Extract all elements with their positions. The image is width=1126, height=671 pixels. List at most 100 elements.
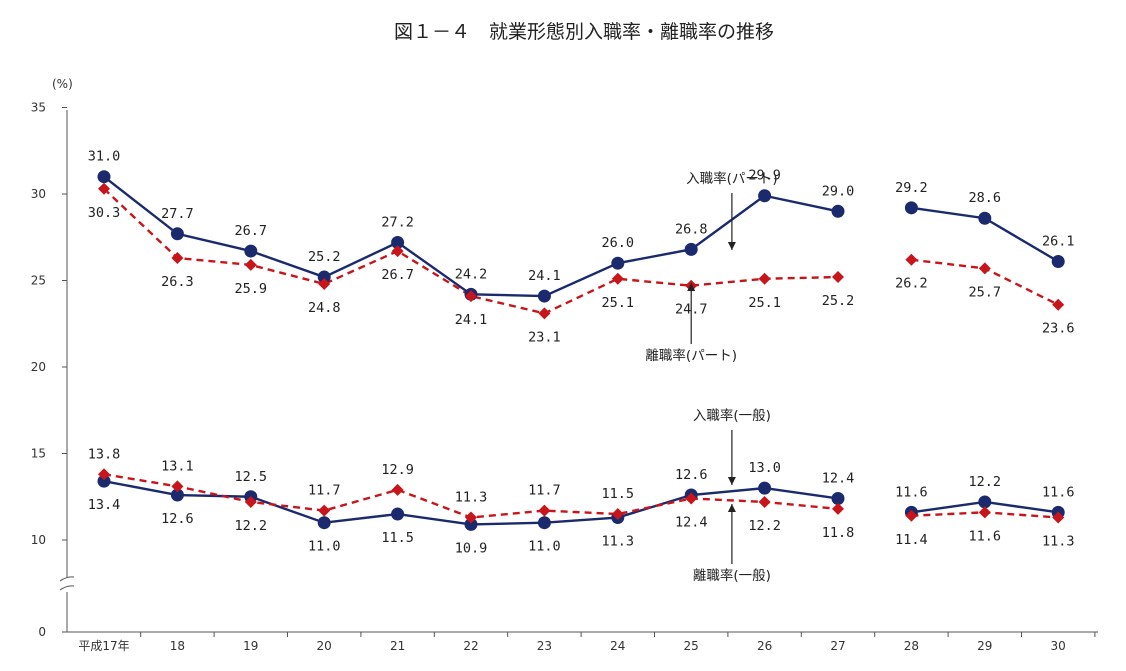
y-tick-label: 25 [31,274,46,288]
data-point [537,289,551,303]
data-label: 11.5 [602,486,635,502]
data-point [978,262,991,275]
data-label: 11.5 [381,530,414,546]
data-label: 23.1 [528,329,561,345]
data-point [905,253,918,266]
data-label: 26.1 [1042,233,1075,249]
data-point [978,506,991,519]
annotation-label: 離職率(一般) [693,567,771,584]
data-point [611,272,624,285]
data-point [465,290,477,303]
x-tick-label: 28 [904,639,919,653]
data-point [831,204,845,218]
axis-break-mark-bottom [59,585,75,591]
annotation-label: 離職率(パート) [645,347,737,364]
data-point [978,211,992,225]
data-label: 12.4 [822,470,855,486]
data-point [831,491,845,505]
data-point [171,252,184,265]
data-label: 11.0 [308,539,341,555]
data-point [318,504,331,517]
annotation-label: 入職率(一般) [693,407,771,424]
data-point [1051,254,1065,268]
data-point [97,474,111,488]
x-tick-label: 22 [463,639,478,653]
x-tick-label: 18 [170,639,185,653]
data-point [464,517,478,531]
data-label: 11.7 [528,483,561,499]
y-tick-label: 0 [38,625,46,639]
x-tick-label: 平成17年 [78,639,129,653]
x-tick-label: 30 [1051,639,1066,653]
data-point [538,504,551,517]
data-point [1052,298,1065,311]
data-label: 29.0 [822,183,855,199]
data-label: 11.7 [308,483,341,499]
data-point [97,170,111,184]
data-label: 12.4 [675,514,708,530]
data-label: 11.4 [895,532,928,548]
data-label: 12.9 [381,462,414,478]
data-point [685,492,698,505]
y-tick-label: 10 [31,533,46,547]
data-point [318,277,331,290]
data-point [684,242,698,256]
data-label: 25.7 [969,284,1002,300]
data-label: 24.1 [455,312,488,328]
axes [59,110,1098,633]
data-label: 13.1 [161,458,194,474]
x-tick-label: 27 [830,639,845,653]
series-line [103,187,839,315]
data-label: 31.0 [88,149,121,165]
data-label: 24.1 [528,268,561,284]
y-tick-label: 15 [31,447,46,461]
annotation-label: 入職率(パート) [686,170,778,187]
x-tick-label: 26 [757,639,772,653]
data-point [171,480,184,493]
data-label: 28.6 [969,190,1002,206]
data-label: 11.0 [528,539,561,555]
x-tick-label: 19 [243,639,258,653]
data-point [538,307,551,320]
data-point [391,245,404,258]
data-label: 25.2 [308,249,341,265]
annotation-arrowhead [727,242,736,250]
data-label: 11.3 [1042,534,1075,550]
data-label: 29.2 [895,180,928,196]
data-label: 26.0 [602,235,635,251]
data-label: 12.2 [748,518,781,534]
data-point [832,271,844,284]
data-label: 26.7 [235,223,268,239]
data-label: 12.6 [161,511,194,527]
x-tick-label: 20 [317,639,332,653]
x-tick-label: 25 [684,639,699,653]
x-tick-label: 23 [537,639,552,653]
data-label: 13.0 [748,460,781,476]
data-label: 13.4 [88,497,121,513]
x-tick-label: 24 [610,639,625,653]
y-ticks: 0 10 15 20 25 30 35 [31,101,67,639]
data-label: 12.2 [235,518,268,534]
data-point [758,272,771,285]
data-label: 23.6 [1042,321,1075,337]
data-point [170,227,184,241]
data-label: 25.2 [822,293,855,309]
data-point [244,495,257,508]
chart-title: 図１－４ 就業形態別入職率・離職率の推移 [394,21,774,43]
data-point [317,270,331,284]
y-tick-label: 20 [31,360,46,374]
annotation-arrowhead [727,477,736,485]
data-label: 26.7 [381,267,414,283]
data-label: 11.6 [895,484,928,500]
data-point [391,483,404,496]
data-point [758,189,772,203]
data-point [978,495,992,509]
x-tick-label: 29 [977,639,992,653]
data-label: 25.9 [235,281,268,297]
data-label: 25.1 [748,295,781,311]
data-point [391,235,405,249]
x-tick-label: 21 [390,639,405,653]
y-tick-label: 35 [31,101,46,115]
data-point [98,468,110,481]
